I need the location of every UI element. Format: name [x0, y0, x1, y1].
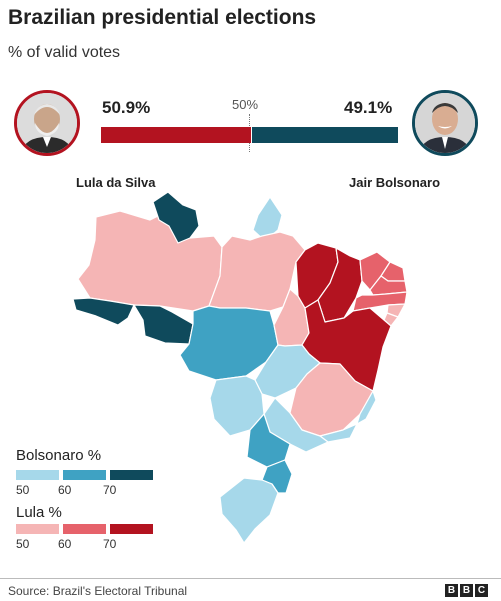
lula-percent: 50.9%	[102, 98, 151, 117]
legend-bolsonaro-tick-60: 60	[58, 483, 72, 497]
legend-lula-tick-70: 70	[103, 537, 117, 551]
state-amazonas	[77, 210, 223, 312]
legend-lula-swatch-2	[63, 524, 106, 534]
bolsonaro-portrait-icon	[415, 93, 475, 153]
state-acre	[72, 297, 135, 326]
legend-bolsonaro-swatch-1	[16, 470, 59, 480]
legend-bolsonaro-title: Bolsonaro %	[16, 447, 102, 464]
state-roraima	[152, 191, 200, 244]
state-minas-gerais	[289, 362, 374, 437]
legend-lula-tick-60: 60	[58, 537, 72, 551]
bbc-logo-letter-3: C	[475, 584, 488, 597]
legend-bolsonaro-tick-50: 50	[16, 483, 30, 497]
bbc-logo-letter-1: B	[445, 584, 458, 597]
bolsonaro-vote-bar	[252, 127, 398, 143]
legend-lula-title: Lula %	[16, 504, 62, 521]
legend-lula-tick-50: 50	[16, 537, 30, 551]
lula-portrait	[14, 90, 80, 156]
chart-title: Brazilian presidential elections	[8, 6, 317, 29]
legend-lula-swatch-1	[16, 524, 59, 534]
legend-bolsonaro-tick-70: 70	[103, 483, 117, 497]
legend-bolsonaro-swatch-3	[110, 470, 153, 480]
state-rio-grande-do-sul	[219, 477, 279, 544]
source-note: Source: Brazil's Electoral Tribunal	[8, 584, 188, 598]
legend-bolsonaro-swatch-2	[63, 470, 106, 480]
footer-divider	[0, 578, 501, 579]
midpoint-label: 50%	[232, 97, 259, 112]
lula-vote-bar	[101, 127, 251, 143]
chart-subtitle: % of valid votes	[8, 44, 121, 61]
state-rondonia	[133, 304, 194, 345]
bbc-logo-letter-2: B	[460, 584, 473, 597]
state-espirito-santo	[356, 390, 377, 425]
bolsonaro-portrait	[412, 90, 478, 156]
bolsonaro-percent: 49.1%	[344, 98, 393, 117]
state-parana	[246, 413, 291, 468]
legend-lula-swatch-3	[110, 524, 153, 534]
bolsonaro-name: Jair Bolsonaro	[349, 175, 441, 190]
state-amapa	[252, 196, 283, 242]
lula-portrait-icon	[17, 93, 77, 153]
lula-name: Lula da Silva	[76, 175, 156, 190]
